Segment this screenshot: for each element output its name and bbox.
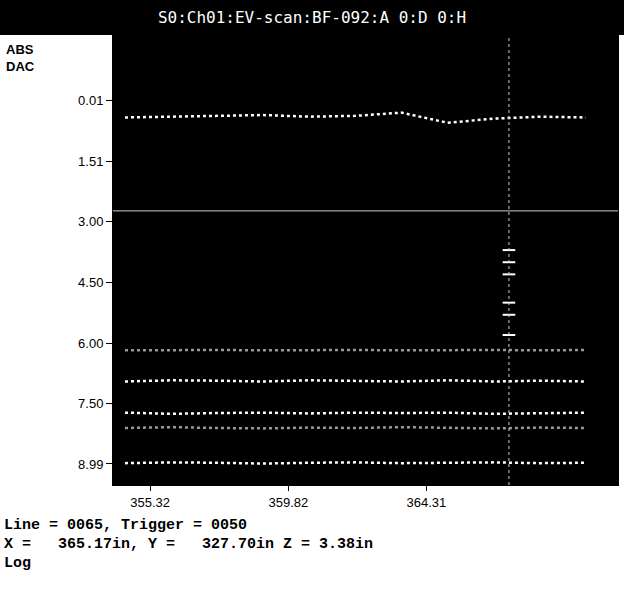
svg-text:355.32: 355.32 — [130, 495, 170, 510]
html-text:S0:Ch01:EV-scan:BF-092:A 0:D 0: S0:Ch01:EV-scan:BF-092:A 0:D 0:H — [157, 8, 467, 27]
svg-text:6.00: 6.00 — [78, 336, 103, 351]
svg-text:364.31: 364.31 — [406, 495, 446, 510]
svg-text:4.50: 4.50 — [78, 275, 103, 290]
svg-text:359.82: 359.82 — [269, 495, 309, 510]
svg-text:7.50: 7.50 — [78, 396, 103, 411]
svg-text:ABSDAC: ABSDAC — [6, 42, 35, 74]
svg-text:3.00: 3.00 — [78, 214, 103, 229]
svg-text:0.01: 0.01 — [78, 93, 103, 108]
html-text:Line = 0065, Trigger = 0050 X: Line = 0065, Trigger = 0050 X = 365.17in… — [4, 517, 374, 572]
svg-text:8.99: 8.99 — [78, 457, 103, 472]
svg-text:1.51: 1.51 — [78, 154, 103, 169]
